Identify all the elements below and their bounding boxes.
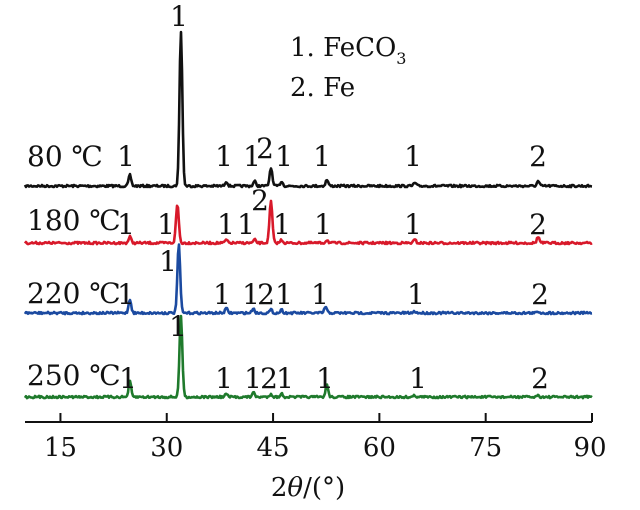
peak-label-1-2: 1	[170, 0, 188, 33]
peak-label-4-2: 1	[169, 310, 187, 343]
peak-label-4-1: 1	[119, 362, 137, 395]
x-tick-label-75: 75	[469, 433, 502, 463]
peak-label-3-4: 1	[242, 278, 260, 311]
peak-label-1-3: 1	[215, 140, 233, 173]
peak-label-4-5: 2	[260, 362, 278, 395]
series-name-2: 180 ℃	[27, 204, 121, 237]
peak-label-1-7: 1	[313, 140, 331, 173]
peak-label-4-4: 1	[244, 362, 262, 395]
peak-label-3-2: 1	[159, 245, 177, 278]
peak-label-1-1: 1	[117, 140, 135, 173]
x-tick-label-45: 45	[257, 433, 290, 463]
peak-label-2-7: 1	[314, 208, 332, 241]
peak-label-1-5: 2	[256, 132, 274, 165]
x-tick-label-30: 30	[150, 433, 183, 463]
peak-label-3-1: 1	[117, 278, 135, 311]
peak-label-2-6: 1	[273, 208, 291, 241]
peak-label-1-4: 1	[243, 140, 261, 173]
peak-label-4-9: 2	[531, 362, 549, 395]
series-line-3	[23, 243, 593, 316]
legend: 1. FeCO3 2. Fe	[290, 33, 406, 103]
peak-label-2-8: 1	[404, 208, 422, 241]
peak-label-4-8: 1	[409, 362, 427, 395]
x-axis: 15 30 45 60 75 90 2θ/(°)	[25, 413, 607, 503]
peak-label-1-9: 2	[529, 140, 547, 173]
peak-label-2-2: 1	[157, 208, 175, 241]
peak-label-3-3: 1	[213, 278, 231, 311]
series-name-1: 80 ℃	[27, 140, 103, 173]
peak-label-3-5: 2	[257, 278, 275, 311]
peak-label-2-1: 1	[117, 208, 135, 241]
peak-label-2-5: 2	[251, 184, 269, 217]
peak-label-4-3: 1	[215, 362, 233, 395]
series-line-4	[23, 314, 593, 400]
peak-label-1-6: 1	[275, 140, 293, 173]
legend-item-1: 1. FeCO3	[290, 33, 406, 68]
x-tick-label-15: 15	[44, 433, 77, 463]
legend-item-2: 2. Fe	[290, 73, 355, 103]
series-name-3: 220 ℃	[27, 277, 121, 310]
peak-label-3-9: 2	[531, 278, 549, 311]
x-axis-label: 2θ/(°)	[271, 473, 345, 503]
peak-label-4-7: 1	[316, 362, 334, 395]
peak-label-2-4: 1	[237, 208, 255, 241]
peak-label-2-9: 2	[529, 208, 547, 241]
peak-label-3-7: 1	[311, 278, 329, 311]
x-tick-label-90: 90	[573, 433, 606, 463]
series-layer	[23, 30, 593, 400]
peak-label-1-8: 1	[404, 140, 422, 173]
x-tick-label-60: 60	[363, 433, 396, 463]
x-ticks: 15 30 45 60 75 90	[44, 413, 607, 463]
peak-label-2-3: 1	[217, 208, 235, 241]
peak-label-3-6: 1	[275, 278, 293, 311]
series-line-1	[23, 30, 593, 189]
series-line-2	[23, 199, 593, 246]
series-names: 80 ℃ 180 ℃ 220 ℃ 250 ℃	[27, 140, 121, 392]
peak-label-3-8: 1	[407, 278, 425, 311]
peak-label-4-6: 1	[276, 362, 294, 395]
series-name-4: 250 ℃	[27, 359, 121, 392]
